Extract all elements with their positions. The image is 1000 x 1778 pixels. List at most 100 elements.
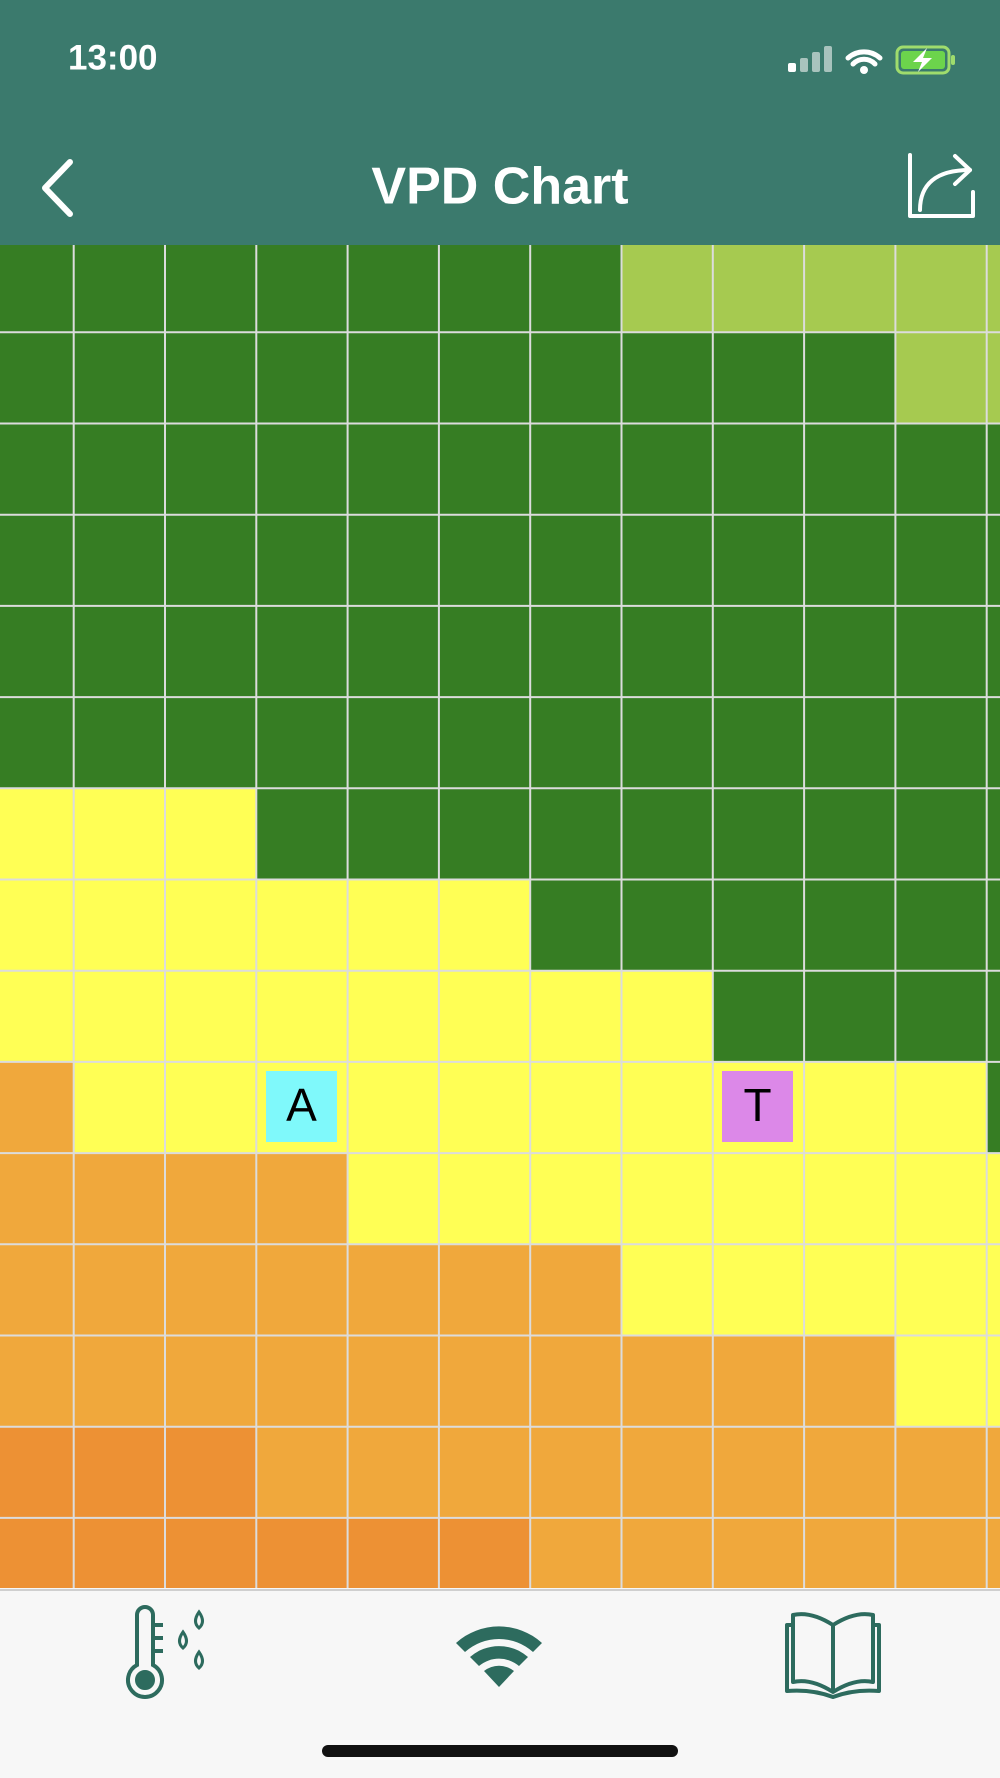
grid-cell xyxy=(895,1244,987,1336)
grid-cell xyxy=(347,245,439,333)
tab-guide[interactable] xyxy=(785,1612,881,1699)
grid-cell xyxy=(73,788,165,880)
grid-cell xyxy=(621,879,713,971)
grid-cell xyxy=(895,605,987,698)
grid-cell xyxy=(165,514,257,606)
grid-cell xyxy=(712,1153,805,1245)
grid-cell xyxy=(804,879,896,971)
grid-cell xyxy=(804,1244,896,1336)
grid-cell xyxy=(0,245,74,333)
grid-cell xyxy=(438,1244,531,1336)
grid-cell xyxy=(438,332,531,424)
grid-cell xyxy=(0,423,74,515)
grid-cell xyxy=(256,1153,348,1245)
grid-cell xyxy=(0,605,74,698)
header xyxy=(0,0,1000,245)
grid-cell xyxy=(165,332,257,424)
grid-cell xyxy=(0,332,74,424)
grid-cell xyxy=(165,1153,257,1245)
grid-cell xyxy=(530,788,622,880)
grid-cell xyxy=(712,788,805,880)
grid-cell xyxy=(895,879,987,971)
grid-cell xyxy=(804,423,896,515)
grid-cell xyxy=(712,1517,805,1588)
grid-cell xyxy=(621,1426,713,1518)
grid-cell xyxy=(530,605,622,698)
grid-cell xyxy=(621,1244,713,1336)
grid-cell xyxy=(438,970,531,1062)
grid-cell xyxy=(530,1517,622,1588)
grid-cell xyxy=(895,245,987,333)
tab-bar-border xyxy=(0,1589,1000,1591)
grid-cell xyxy=(621,332,713,424)
grid-cell xyxy=(73,605,165,698)
grid-cell xyxy=(712,697,805,789)
home-indicator xyxy=(322,1745,678,1757)
grid-cell xyxy=(530,970,622,1062)
grid-cell xyxy=(438,1061,531,1154)
grid-cell xyxy=(438,423,531,515)
grid-cell xyxy=(986,1244,1000,1336)
tab-climate[interactable] xyxy=(126,1605,204,1699)
grid-cell xyxy=(986,697,1000,789)
grid-cell xyxy=(530,332,622,424)
grid-cell xyxy=(621,788,713,880)
grid-cell xyxy=(165,423,257,515)
back-button[interactable] xyxy=(42,159,73,217)
grid-cell xyxy=(804,788,896,880)
grid-cell xyxy=(621,1335,713,1427)
grid-cell xyxy=(530,1335,622,1427)
grid-cell xyxy=(986,1517,1000,1588)
grid-cell xyxy=(347,1517,439,1588)
grid-cell xyxy=(712,514,805,606)
grid-cell xyxy=(895,332,987,424)
grid-cell xyxy=(530,1244,622,1336)
grid-cell xyxy=(256,1335,348,1427)
grid-cell xyxy=(530,245,622,333)
grid-cell xyxy=(804,605,896,698)
grid-cell xyxy=(530,1061,622,1154)
grid-cell xyxy=(165,605,257,698)
grid-cell xyxy=(256,1517,348,1588)
grid-cell xyxy=(804,1517,896,1588)
grid-cell xyxy=(347,1153,439,1245)
grid-cell xyxy=(0,1426,74,1518)
grid-cell xyxy=(530,1153,622,1245)
tab-sensors[interactable] xyxy=(456,1626,542,1687)
grid-cell xyxy=(621,245,713,333)
grid-cell xyxy=(712,332,805,424)
grid-cell xyxy=(804,1153,896,1245)
grid-cell xyxy=(0,788,74,880)
grid-cell xyxy=(438,1153,531,1245)
grid-cell xyxy=(347,1244,439,1336)
status-icons xyxy=(788,45,955,75)
share-button[interactable] xyxy=(908,153,975,218)
grid-cell xyxy=(621,970,713,1062)
grid-cell xyxy=(73,879,165,971)
grid-cell xyxy=(712,1335,805,1427)
grid-cell xyxy=(256,514,348,606)
grid-cell xyxy=(530,879,622,971)
grid-cell xyxy=(165,245,257,333)
grid-cell xyxy=(256,245,348,333)
grid-cell xyxy=(438,245,531,333)
grid-cell xyxy=(0,697,74,789)
grid-cell xyxy=(895,1335,987,1427)
grid-cell xyxy=(73,697,165,789)
grid-cell xyxy=(256,970,348,1062)
grid-cell xyxy=(986,879,1000,971)
grid-cell xyxy=(986,423,1000,515)
grid-cell xyxy=(895,970,987,1062)
grid-cell xyxy=(0,1061,74,1154)
grid-cell xyxy=(73,970,165,1062)
grid-cell xyxy=(895,1517,987,1588)
grid-cell xyxy=(712,605,805,698)
grid-cell xyxy=(347,1335,439,1427)
grid-cell xyxy=(895,697,987,789)
grid-cell xyxy=(804,245,896,333)
grid-cell xyxy=(530,423,622,515)
grid-cell xyxy=(438,1517,531,1588)
grid-cell xyxy=(895,1153,987,1245)
